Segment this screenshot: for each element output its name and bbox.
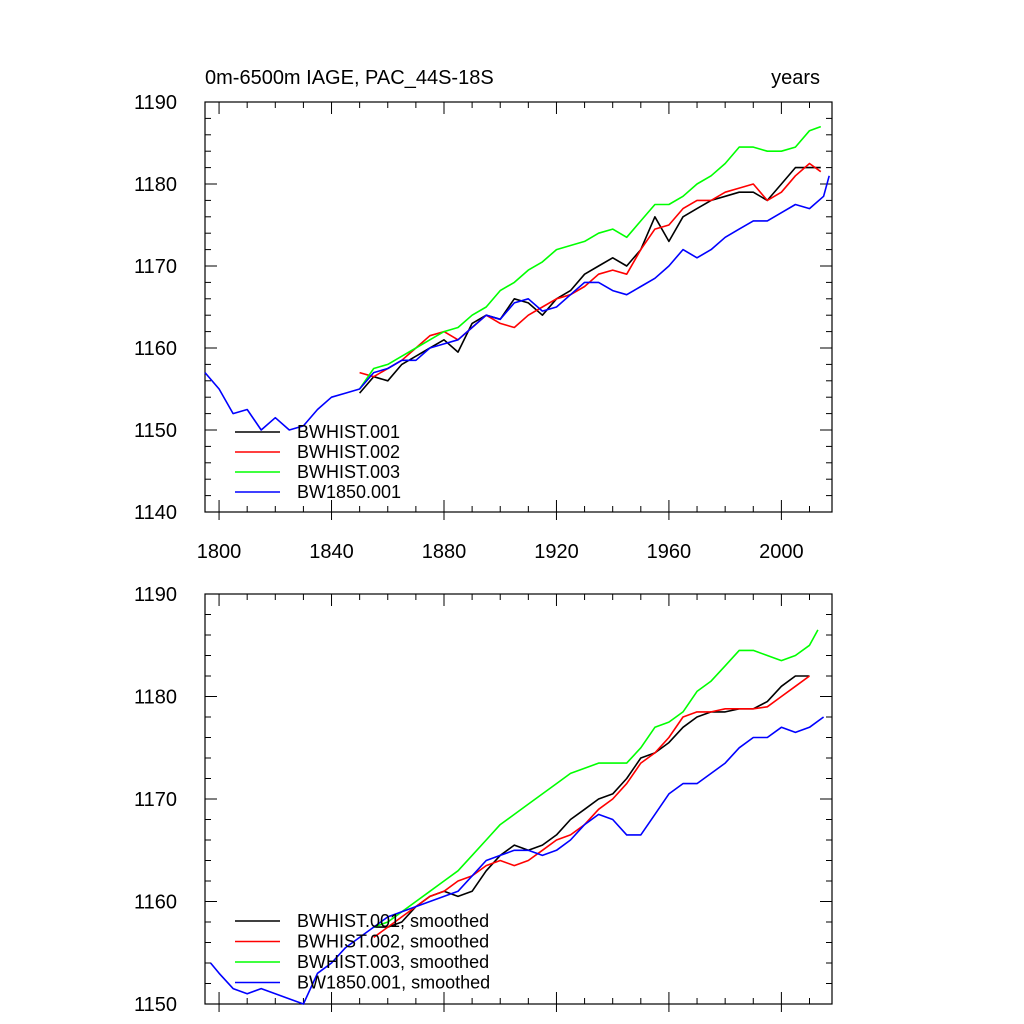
y-tick-label: 1170 bbox=[134, 789, 177, 811]
legend-label: BWHIST.002 bbox=[297, 442, 400, 462]
chart-panel-1: 0m-6500m IAGE, PAC_44S-18S years 1140 1150 1… bbox=[134, 67, 833, 563]
x-tick-label: 1880 bbox=[422, 541, 467, 563]
legend-label: BWHIST.003, smoothed bbox=[297, 952, 489, 972]
y-tick-label: 1160 bbox=[134, 892, 177, 914]
series-line-bwhist-002 bbox=[359, 162, 822, 378]
y-tick-label: 1190 bbox=[134, 584, 177, 606]
chart-title-right: years bbox=[771, 67, 820, 89]
chart-panel-2: 1150 1160 1170 1180 1190 BWHIST.001, smoothed… bbox=[134, 584, 833, 1016]
x-tick-label: 1960 bbox=[647, 541, 692, 563]
series-line-bwhist-002-smoothed bbox=[373, 675, 810, 939]
y-tick-label: 1160 bbox=[134, 338, 177, 360]
y-tick-label: 1180 bbox=[134, 174, 177, 196]
legend-label: BW1850.001, smoothed bbox=[297, 973, 490, 993]
x-tick-label: 1840 bbox=[309, 541, 354, 563]
x-tick-label: 1800 bbox=[197, 541, 242, 563]
series-line-bwhist-001-smoothed bbox=[373, 675, 810, 928]
plot-frame bbox=[204, 101, 833, 513]
y-tick-label: 1150 bbox=[134, 420, 177, 442]
y-tick-label: 1140 bbox=[134, 502, 177, 524]
y-tick-label: 1150 bbox=[134, 994, 177, 1016]
legend-label: BW1850.001 bbox=[297, 482, 401, 502]
y-tick-label: 1170 bbox=[134, 256, 177, 278]
x-tick-label: 2000 bbox=[759, 541, 804, 563]
legend-label: BWHIST.001, smoothed bbox=[297, 911, 489, 931]
series-line-bwhist-003 bbox=[358, 125, 822, 390]
y-tick-label: 1180 bbox=[134, 687, 177, 709]
series-line-bwhist-001 bbox=[358, 166, 821, 394]
legend-label: BWHIST.001 bbox=[297, 422, 400, 442]
series-line-bwhist-003-smoothed bbox=[373, 629, 819, 928]
chart-title-left: 0m-6500m IAGE, PAC_44S-18S bbox=[205, 67, 494, 89]
y-tick-label: 1190 bbox=[134, 92, 177, 114]
legend-label: BWHIST.003 bbox=[297, 462, 400, 482]
legend-label: BWHIST.002, smoothed bbox=[297, 932, 489, 952]
x-tick-label: 1920 bbox=[534, 541, 579, 563]
series-line-bw1850-001 bbox=[204, 175, 830, 431]
series-line-bw1850-001-smoothed bbox=[209, 716, 825, 1005]
